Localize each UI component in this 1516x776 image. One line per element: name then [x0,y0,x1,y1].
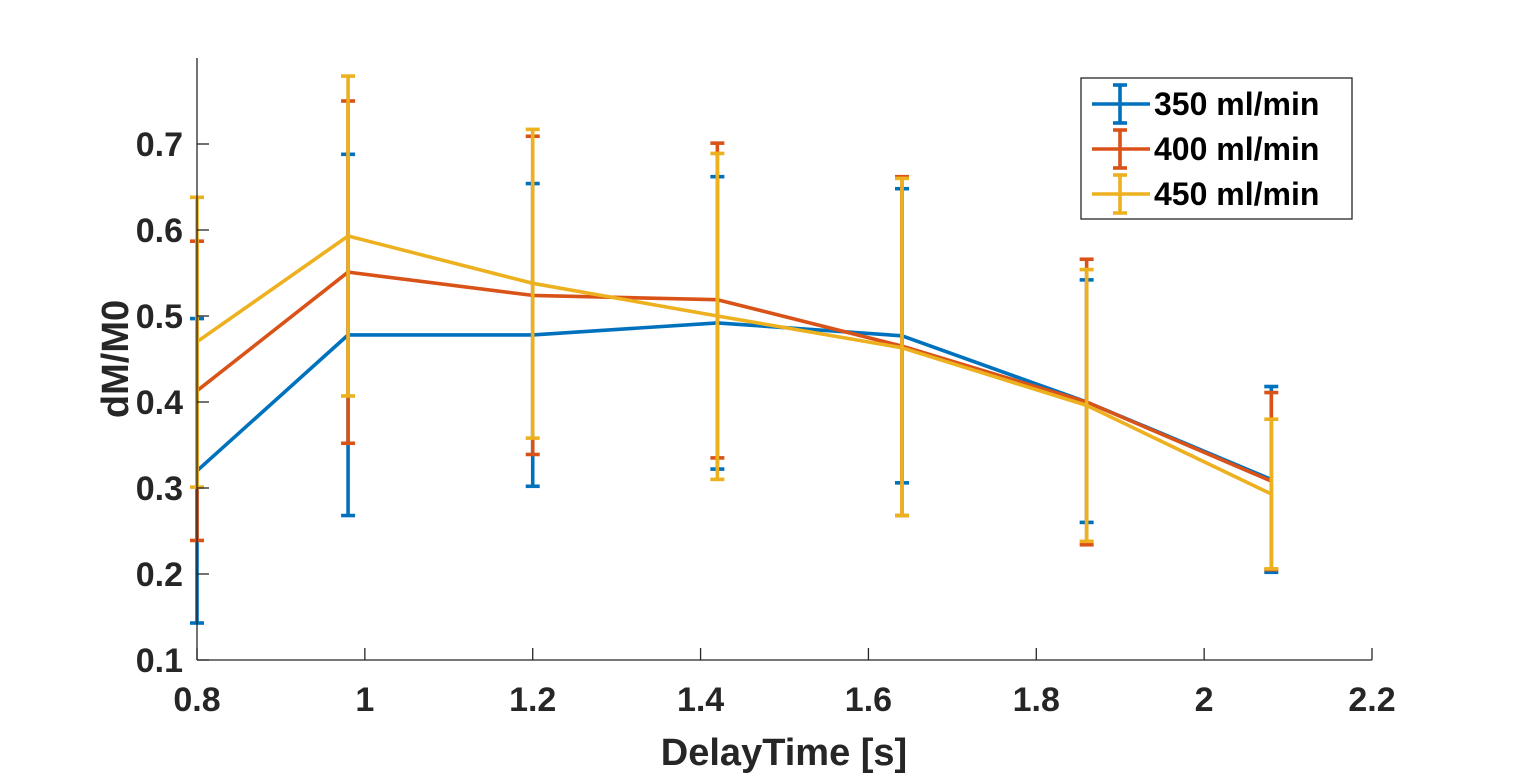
error-bar [895,176,909,518]
x-tick-label: 0.8 [173,681,220,719]
error-bar [525,127,540,440]
y-tick-label: 0.3 [136,470,183,508]
x-axis-label: DelayTime [s] [661,732,907,774]
y-tick-label: 0.6 [136,212,183,250]
error-bar [341,74,356,398]
x-tick-label: 1 [355,681,374,719]
x-tick-label: 2.2 [1348,681,1395,719]
series-layer [190,74,1279,625]
legend-label: 400 ml/min [1154,131,1319,167]
error-bar [710,151,725,482]
error-bar [1264,417,1279,571]
x-tick-label: 1.8 [1013,681,1060,719]
y-tick-label: 0.4 [136,384,183,422]
x-tick-label: 1.4 [677,681,724,719]
x-tick-label: 1.2 [509,681,556,719]
legend-label: 350 ml/min [1154,86,1319,122]
legend: 350 ml/min 400 ml/min 450 ml/min [1080,77,1353,220]
error-bar [1079,267,1094,544]
y-axis-label: dM/M0 [95,300,137,418]
y-tick-label: 0.7 [136,126,183,164]
y-tick-label: 0.2 [136,556,183,594]
x-tick-label: 1.6 [845,681,892,719]
legend-item: 400 ml/min [1092,128,1319,170]
legend-label: 450 ml/min [1154,176,1319,212]
y-tick-label: 0.5 [136,298,183,336]
y-tick-label: 0.1 [136,642,183,680]
legend-item: 350 ml/min [1092,83,1319,125]
axes-layer: 0.8 1 1.2 1.4 1.6 1.8 2 2.2 0.1 0.2 0.3 0.4 0.5 0.6 0.… [136,58,1396,719]
x-tick-label: 2 [1195,681,1214,719]
legend-item: 450 ml/min [1092,173,1319,215]
